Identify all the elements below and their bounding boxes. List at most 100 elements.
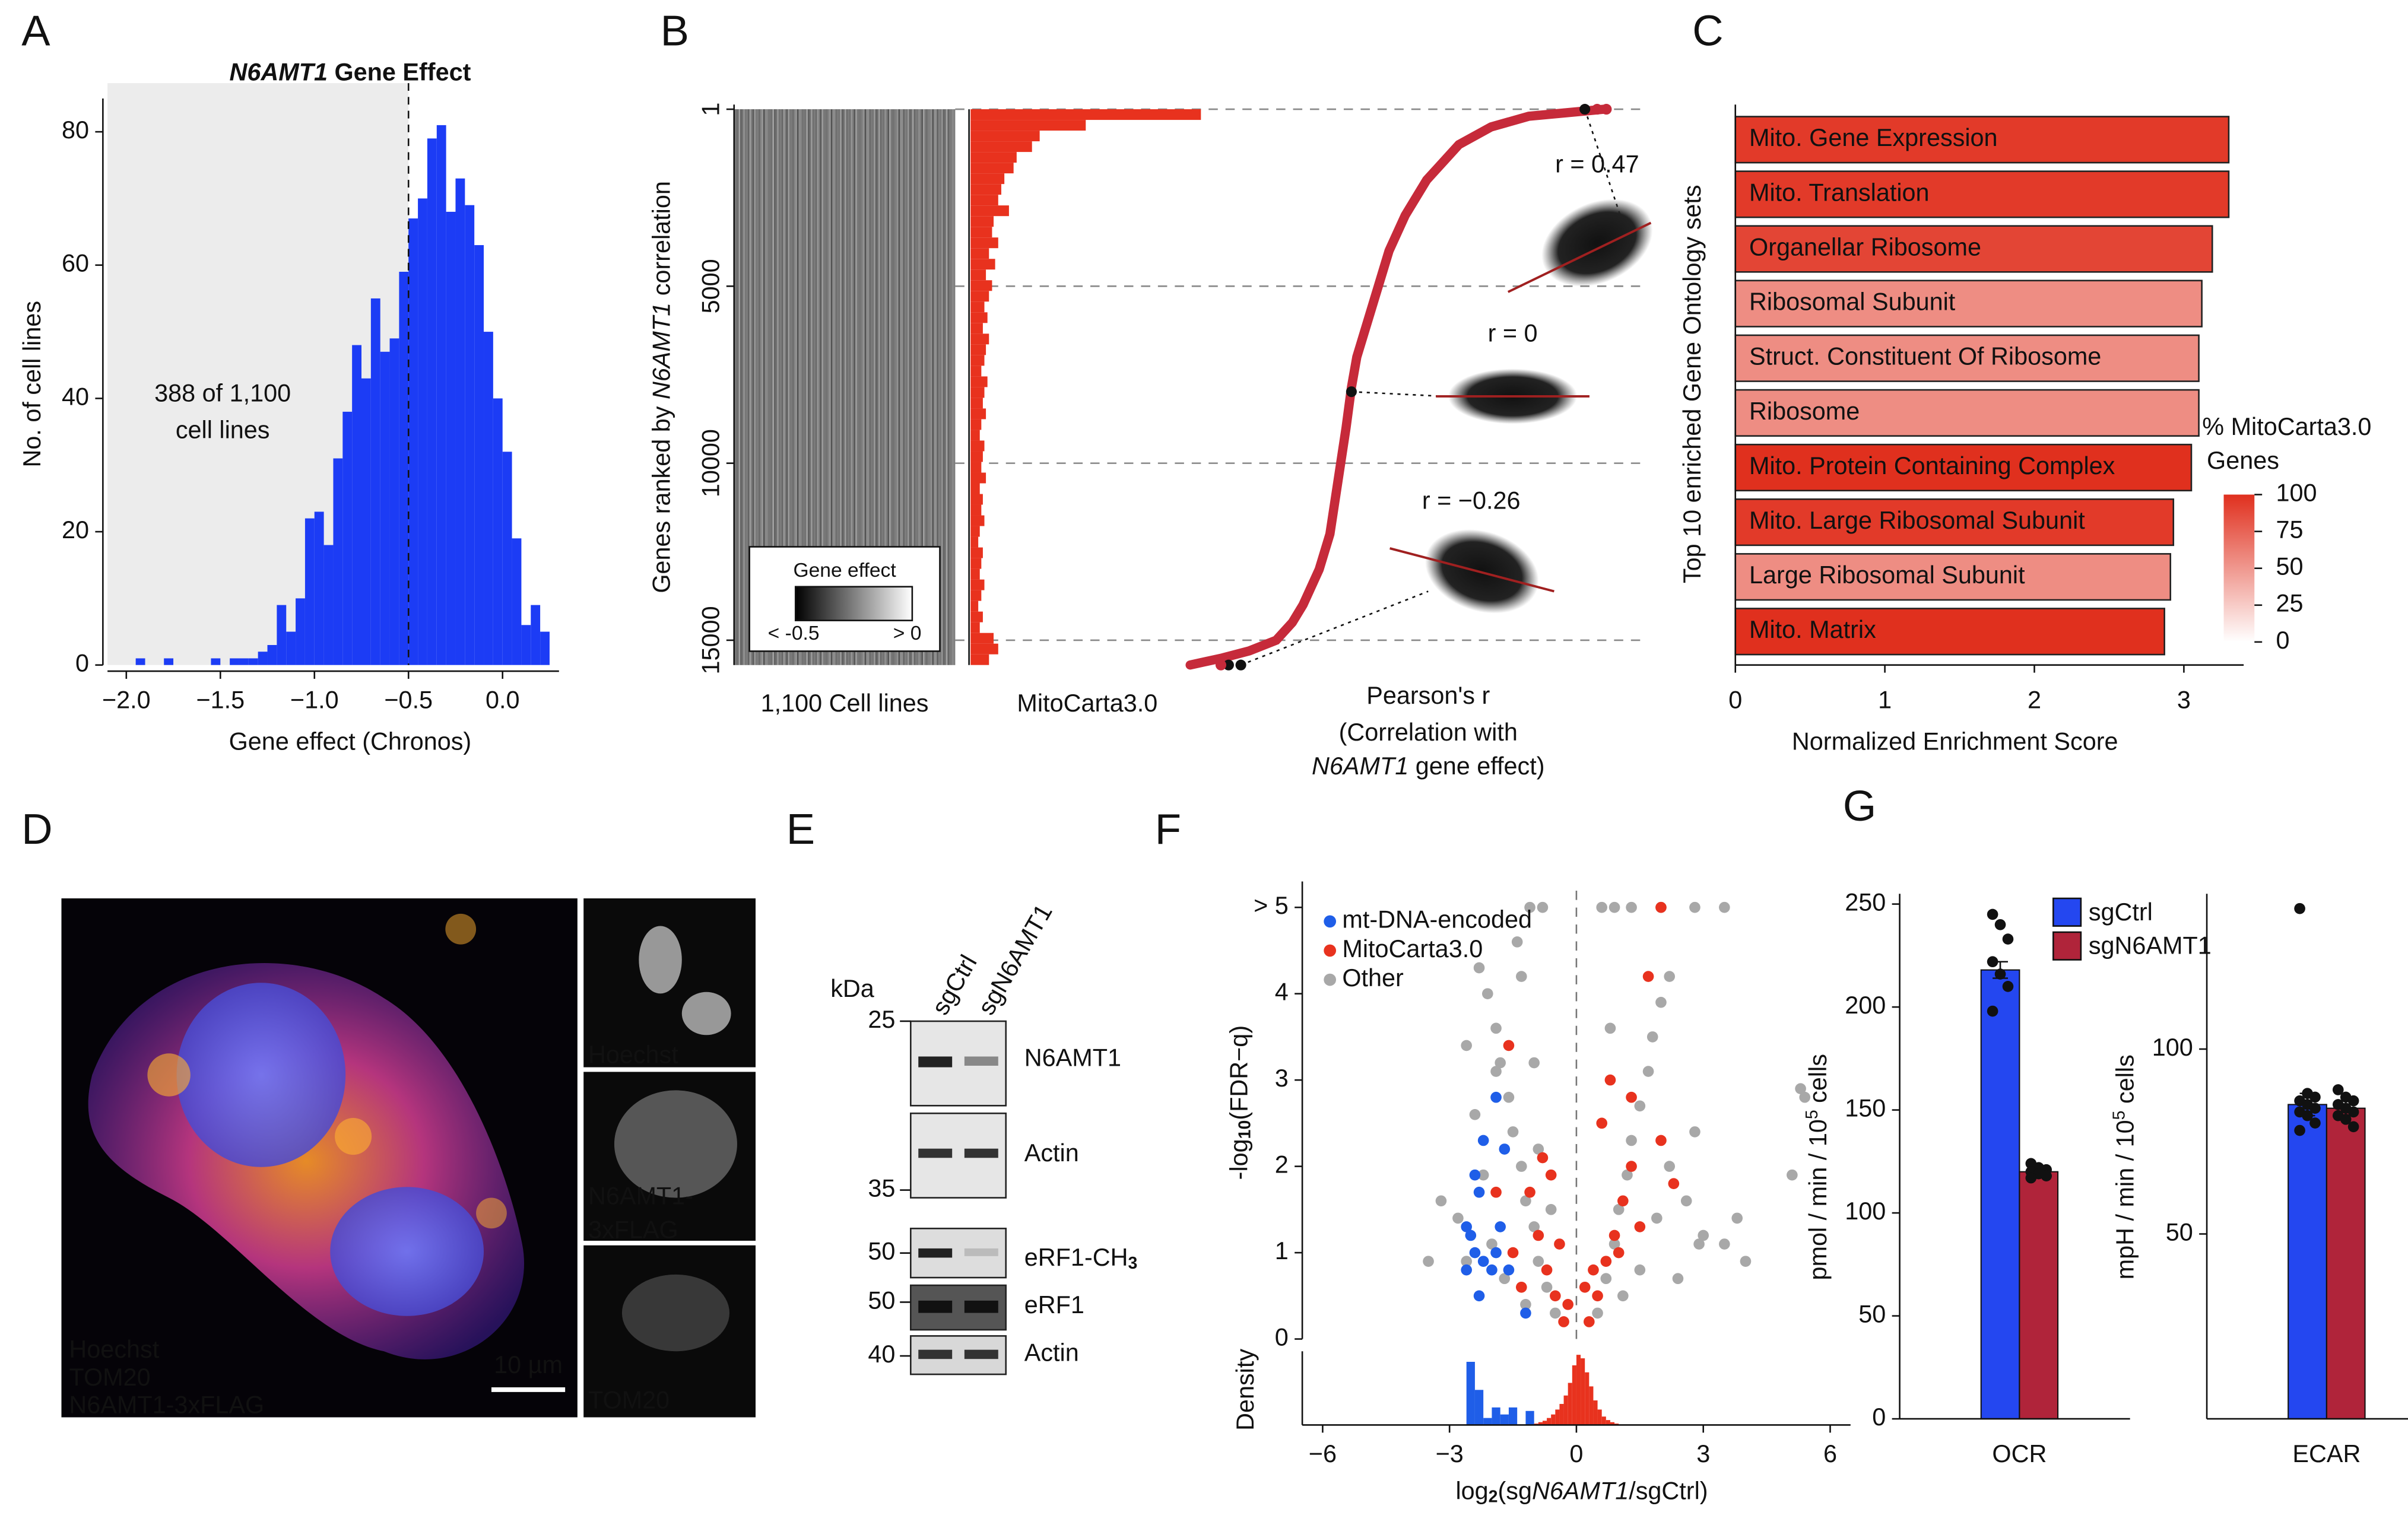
replicate-dot (2309, 1117, 2321, 1129)
bar (399, 271, 409, 665)
highlight-dot (1223, 659, 1234, 671)
point (1642, 1066, 1654, 1077)
bar (465, 205, 475, 665)
point (1486, 1264, 1498, 1276)
x-tick-label: −1.5 (196, 687, 245, 714)
leader-line (1351, 390, 1444, 398)
x-tick-label: 1 (1878, 687, 1892, 714)
bar-label: Mito. Translation (1749, 179, 1930, 206)
point (1469, 1169, 1481, 1181)
blot-label-part: N6AMT1 (1024, 1044, 1121, 1072)
x-axis-label-part: N6AMT1 (1312, 752, 1408, 780)
y-tick-label: 4 (1275, 978, 1289, 1006)
y-tick-label: 20 (62, 516, 89, 544)
mitocarta-bar (970, 355, 985, 366)
point (1490, 1091, 1502, 1103)
x-tick-label: 2 (2028, 687, 2041, 714)
mitocarta-bar (970, 601, 979, 612)
bar (370, 298, 380, 665)
blot-label-part: eRF1 (1024, 1291, 1084, 1319)
point (1626, 901, 1637, 913)
bar (239, 658, 249, 665)
replicate-dot (2309, 1103, 2321, 1114)
legend-label: mt-DNA-encoded (1342, 906, 1532, 933)
channel-label: TOM20 (588, 1387, 670, 1414)
blot-label: Actin (1024, 1339, 1079, 1366)
bar-label: Struct. Constituent Of Ribosome (1749, 343, 2101, 370)
density-bar (1563, 1395, 1568, 1425)
legend-title: Gene effect (793, 560, 896, 582)
x-axis-label: (Correlation with (1339, 719, 1518, 746)
x-axis-label: N6AMT1 gene effect) (1312, 752, 1545, 780)
point (1689, 901, 1700, 913)
legend-marker (1324, 915, 1337, 928)
y-axis-label-part: mpH / min / 10 (2111, 1120, 2139, 1279)
channel-legend: Hoechst (69, 1336, 159, 1363)
density-bar (1483, 1418, 1492, 1425)
x-axis-label: MitoCarta3.0 (1017, 690, 1157, 717)
mitocarta-bar (970, 259, 995, 270)
leader-line (1584, 109, 1621, 216)
x-tick-label: −1.0 (290, 687, 339, 714)
kda-marker: 40 (868, 1340, 895, 1368)
mitocarta-bar (970, 590, 982, 601)
point (1608, 1238, 1620, 1250)
point (1608, 1229, 1620, 1241)
replicate-dot (2002, 933, 2014, 945)
replicate-dot (2347, 1095, 2359, 1107)
legend-label: > 0 (893, 622, 922, 644)
point (1503, 1264, 1515, 1276)
density-bar (1542, 1421, 1547, 1425)
blot-label: eRF1 (1024, 1291, 1084, 1319)
bar (1734, 443, 2193, 492)
y-tick-label: 50 (1858, 1301, 1886, 1328)
y-tick-label: 40 (62, 383, 89, 410)
point (1579, 1281, 1591, 1293)
point (1672, 1273, 1684, 1285)
replicate-dot (2347, 1121, 2359, 1133)
point (1495, 1057, 1506, 1069)
highlight-dot (1235, 659, 1246, 671)
point (1533, 1256, 1544, 1267)
x-tick-label: ECAR (2292, 1440, 2361, 1467)
x-axis-label: Normalized Enrichment Score (1792, 728, 2118, 755)
leader-line (1241, 590, 1429, 666)
replicate-dot (2041, 1170, 2052, 1181)
channel-legend: N6AMT1-3xFLAG (69, 1391, 264, 1418)
point (1787, 1169, 1798, 1181)
replicate-dot (2294, 903, 2305, 914)
bar (408, 218, 418, 665)
western-blot (910, 1020, 1007, 1375)
point (1549, 1307, 1561, 1319)
bar (1734, 553, 2172, 601)
mitocarta-bar (970, 301, 985, 313)
point (1651, 1212, 1663, 1224)
y-tick-label: 50 (2166, 1218, 2193, 1246)
bar (352, 345, 362, 665)
point (1499, 1273, 1511, 1285)
inset-cloud (1541, 199, 1653, 287)
mitocarta-bar (970, 408, 986, 420)
bar (135, 658, 145, 665)
chart-title-part: Gene Effect (328, 59, 471, 86)
mitocarta-bar (970, 173, 1005, 185)
bar (502, 452, 512, 665)
replicate-dot (2309, 1091, 2321, 1103)
y-axis-label: Genes ranked by N6AMT1 correlation (648, 181, 675, 593)
kda-marker: 50 (868, 1238, 895, 1265)
mitocarta-bar (970, 227, 992, 238)
density-bar (1547, 1418, 1552, 1425)
y-tick-label: 250 (1845, 889, 1886, 916)
y-tick-label: > 5 (1254, 892, 1289, 919)
legend-swatch (2052, 897, 2082, 927)
mitocarta-bar (970, 472, 986, 484)
point (1473, 962, 1485, 974)
x-axis-label: Pearson's r (1366, 682, 1490, 709)
density-bar (1551, 1414, 1556, 1425)
bar-label: Mito. Large Ribosomal Subunit (1749, 507, 2085, 534)
mitocarta-bar (970, 536, 979, 548)
colorbar (2223, 494, 2255, 642)
bar (333, 458, 343, 665)
point (1626, 1135, 1637, 1146)
